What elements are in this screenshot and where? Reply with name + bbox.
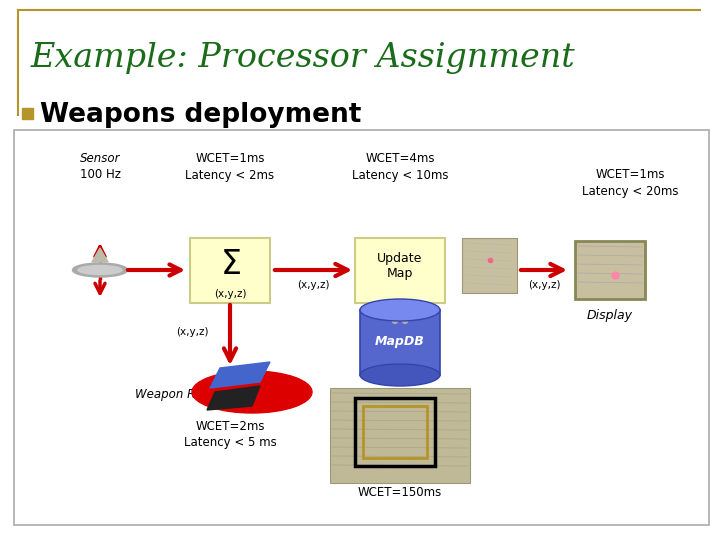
Ellipse shape [360, 364, 440, 386]
Ellipse shape [73, 263, 127, 277]
Text: WCET=4ms: WCET=4ms [365, 152, 435, 165]
Bar [22, 108, 33, 119]
Text: Weapon Release: Weapon Release [135, 388, 233, 401]
Polygon shape [210, 362, 270, 388]
Text: Weapons deployment: Weapons deployment [40, 102, 361, 128]
Text: Sensor: Sensor [80, 152, 120, 165]
Bar [190, 238, 270, 303]
Text: Latency < 2ms: Latency < 2ms [186, 168, 274, 181]
Bar [360, 310, 440, 375]
Text: WCET=1ms: WCET=1ms [195, 152, 265, 165]
Bar [355, 238, 445, 303]
Text: Latency < 5 ms: Latency < 5 ms [184, 436, 276, 449]
Text: MapDB: MapDB [375, 335, 425, 348]
Bar [363, 406, 427, 458]
Text: WCET=150ms: WCET=150ms [358, 486, 442, 499]
Bar [575, 241, 645, 299]
FancyBboxPatch shape [14, 130, 709, 525]
Bar [355, 398, 435, 466]
Polygon shape [207, 386, 260, 410]
Ellipse shape [192, 371, 312, 413]
Bar [330, 388, 470, 483]
Text: WCET=1ms: WCET=1ms [595, 168, 665, 181]
Ellipse shape [360, 299, 440, 321]
Text: (x,y,z): (x,y,z) [214, 289, 246, 299]
Text: Display: Display [587, 309, 633, 322]
Text: Update
Map: Update Map [377, 252, 423, 280]
Text: $\Sigma$: $\Sigma$ [220, 247, 240, 280]
Text: (x,y,z): (x,y,z) [528, 280, 560, 290]
Text: Latency < 10ms: Latency < 10ms [352, 168, 449, 181]
Text: (x,y,z): (x,y,z) [297, 280, 329, 290]
Text: 100 Hz: 100 Hz [79, 168, 120, 181]
Polygon shape [92, 248, 108, 262]
Text: Example: Processor Assignment: Example: Processor Assignment [30, 42, 575, 74]
Text: WCET=2ms: WCET=2ms [195, 420, 265, 433]
Text: Latency < 20ms: Latency < 20ms [582, 186, 678, 199]
Bar [462, 238, 517, 293]
Text: (x,y,z): (x,y,z) [176, 327, 208, 337]
Ellipse shape [78, 266, 122, 274]
